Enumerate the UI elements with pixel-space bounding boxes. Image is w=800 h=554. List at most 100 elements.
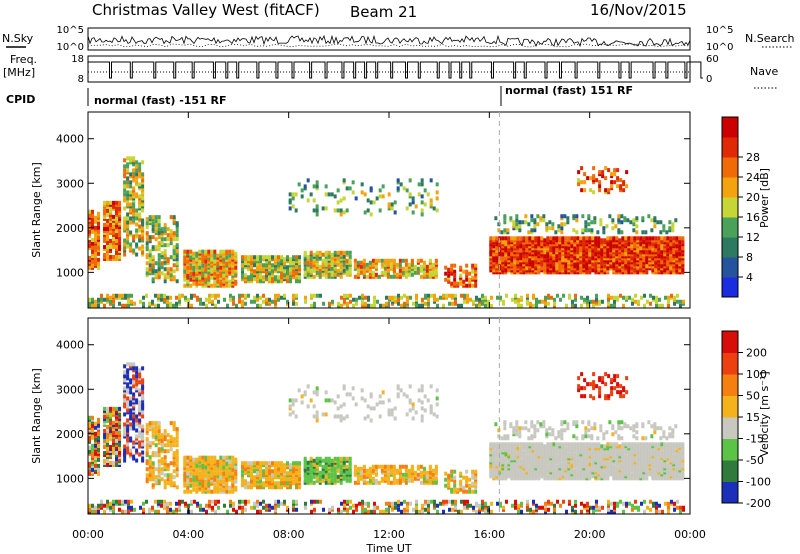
velocity-cell: [489, 452, 493, 457]
power-cell: [625, 170, 629, 175]
velocity-cell: [154, 431, 158, 436]
power-cell: [312, 184, 316, 189]
power-cell: [386, 264, 390, 269]
velocity-cell: [88, 465, 91, 470]
power-cell: [157, 257, 161, 262]
velocity-cell: [428, 470, 432, 475]
power-cell: [106, 234, 110, 239]
velocity-cell: [510, 452, 514, 457]
power-cell: [280, 273, 284, 278]
velocity-cell: [192, 483, 196, 488]
power-cell: [387, 202, 391, 207]
power-cell: [507, 252, 511, 257]
power-cell: [429, 204, 433, 209]
power-cell: [157, 223, 161, 228]
power-cell: [142, 303, 145, 308]
power-cell: [416, 260, 420, 265]
velocity-cell: [175, 449, 179, 454]
velocity-cell: [528, 456, 532, 461]
power-cell: [112, 206, 116, 211]
power-cell: [665, 230, 669, 235]
power-cell: [433, 299, 436, 304]
power-cell: [522, 268, 526, 273]
power-cell: [526, 301, 529, 306]
velocity-cell: [123, 394, 127, 399]
power-cell: [459, 275, 463, 280]
power-cell: [600, 262, 604, 267]
velocity-cell: [250, 481, 254, 486]
power-cell: [333, 208, 337, 213]
power-cell: [534, 250, 538, 255]
velocity-cell: [207, 489, 211, 494]
power-cell: [675, 236, 679, 241]
power-cell: [133, 301, 136, 306]
power-cell: [609, 256, 613, 261]
power-cell: [539, 218, 543, 223]
velocity-cell: [195, 475, 199, 480]
velocity-cell: [513, 446, 517, 451]
velocity-cell: [112, 446, 116, 451]
power-cell: [280, 275, 284, 280]
power-cell: [207, 253, 211, 258]
power-cell: [570, 238, 574, 243]
power-cell: [582, 250, 586, 255]
power-cell: [219, 249, 223, 254]
velocity-cell: [141, 408, 145, 413]
power-cell: [231, 279, 235, 284]
power-cell: [126, 232, 130, 237]
power-cell: [157, 293, 160, 298]
velocity-cell: [241, 465, 245, 470]
power-cell: [501, 242, 505, 247]
velocity-cell: [91, 429, 94, 434]
power-cell: [576, 260, 580, 265]
velocity-cell: [112, 410, 116, 415]
velocity-cell: [169, 443, 173, 448]
power-cell: [658, 303, 661, 308]
velocity-cell: [333, 480, 337, 485]
power-cell: [537, 262, 541, 267]
power-cell: [609, 260, 613, 265]
power-cell: [495, 264, 499, 269]
power-cell: [540, 240, 544, 245]
power-cell: [576, 248, 580, 253]
power-cell: [536, 222, 540, 227]
velocity-cell: [342, 476, 346, 481]
power-cell: [540, 260, 544, 265]
power-cell: [528, 248, 532, 253]
velocity-cell: [489, 460, 493, 465]
velocity-cell: [312, 466, 316, 471]
power-cell: [118, 214, 122, 219]
velocity-cell: [192, 487, 196, 492]
velocity-cell: [213, 473, 217, 478]
power-cell: [549, 238, 553, 243]
velocity-cell: [534, 464, 538, 469]
velocity-cell: [522, 474, 526, 479]
power-cell: [247, 257, 251, 262]
power-cell: [112, 200, 116, 205]
power-cell: [186, 261, 190, 266]
power-cell: [540, 256, 544, 261]
velocity-cell: [118, 416, 122, 421]
power-cell: [573, 270, 577, 275]
velocity-cell: [416, 464, 420, 469]
velocity-cell: [262, 461, 266, 466]
velocity-cell: [459, 481, 463, 486]
power-cell: [141, 246, 145, 251]
velocity-cell: [183, 463, 187, 468]
power-cell: [598, 188, 602, 193]
power-cell: [383, 264, 387, 269]
velocity-cell: [531, 462, 535, 467]
velocity-cell: [507, 444, 511, 449]
power-cell: [663, 246, 667, 251]
velocity-cell: [213, 471, 217, 476]
power-cell: [592, 299, 595, 304]
velocity-cell: [210, 465, 214, 470]
power-cell: [657, 268, 661, 273]
power-cell: [274, 279, 278, 284]
power-cell: [268, 297, 271, 302]
power-cell: [315, 252, 319, 257]
velocity-cell: [189, 459, 193, 464]
velocity-cell: [132, 404, 136, 409]
power-cell: [487, 303, 490, 308]
power-cell: [247, 261, 251, 266]
